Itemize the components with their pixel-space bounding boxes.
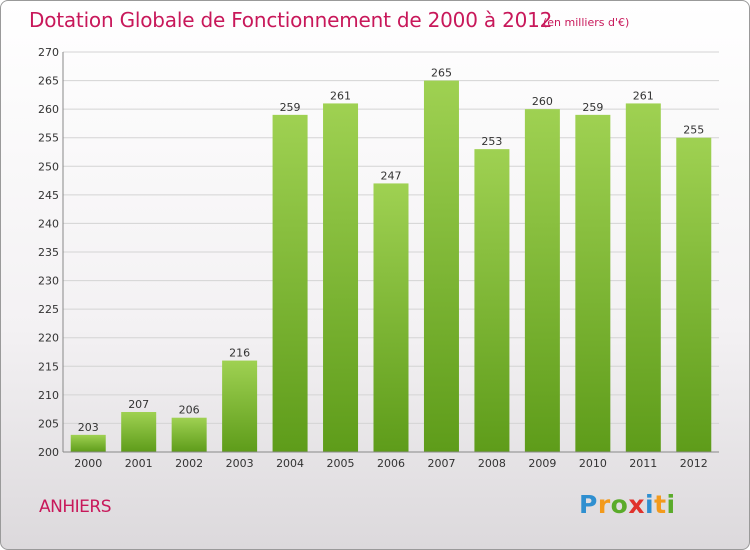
bar-2002 — [171, 417, 207, 452]
y-tick-label: 225 — [38, 303, 59, 316]
y-tick-label: 260 — [38, 103, 59, 116]
x-tick-label-2001: 2001 — [125, 457, 153, 470]
data-label-2000: 203 — [78, 421, 99, 434]
y-tick-label: 240 — [38, 217, 59, 230]
data-label-2002: 206 — [179, 404, 200, 417]
data-label-2006: 247 — [381, 169, 402, 182]
commune-name: ANHIERS — [39, 497, 112, 517]
x-tick-label-2005: 2005 — [327, 457, 355, 470]
y-tick-label: 230 — [38, 275, 59, 288]
data-label-2011: 261 — [633, 89, 654, 102]
data-label-2008: 253 — [481, 135, 502, 148]
data-label-2005: 261 — [330, 89, 351, 102]
proxiti-logo[interactable]: Proxiti — [579, 490, 676, 519]
data-label-2010: 259 — [582, 101, 603, 114]
x-tick-label-2003: 2003 — [226, 457, 254, 470]
y-tick-label: 265 — [38, 75, 59, 88]
data-label-2012: 255 — [683, 124, 704, 137]
bar-2000 — [70, 434, 106, 452]
bar-2012 — [676, 137, 712, 452]
x-tick-label-2004: 2004 — [276, 457, 304, 470]
y-tick-label: 205 — [38, 417, 59, 430]
x-tick-label-2008: 2008 — [478, 457, 506, 470]
x-tick-label-2006: 2006 — [377, 457, 405, 470]
y-tick-label: 250 — [38, 160, 59, 173]
y-tick-label: 210 — [38, 389, 59, 402]
y-tick-label: 255 — [38, 132, 59, 145]
x-tick-label-2011: 2011 — [629, 457, 657, 470]
bar-2010 — [575, 114, 611, 452]
data-labels: 203 207 206 216 259 261 247 265 253 260 259 261 255 — [78, 67, 705, 434]
data-label-2001: 207 — [128, 398, 149, 411]
axes — [62, 52, 719, 453]
y-tick-label: 200 — [38, 446, 59, 459]
bar-2005 — [323, 103, 359, 452]
y-tick-label: 270 — [38, 46, 59, 59]
x-axis-tick-labels: 2000 2001 2002 2003 2004 2005 2006 2007 2008 2009… — [74, 457, 708, 470]
x-tick-label-2012: 2012 — [680, 457, 708, 470]
y-tick-label: 220 — [38, 332, 59, 345]
bars — [70, 80, 712, 453]
bar-2009 — [524, 109, 560, 453]
data-label-2007: 265 — [431, 67, 452, 80]
y-tick-label: 245 — [38, 189, 59, 202]
bar-2011 — [625, 103, 661, 452]
bar-2001 — [121, 412, 157, 452]
unit-note: (en milliers d'€) — [543, 16, 630, 29]
y-tick-label: 235 — [38, 246, 59, 259]
x-tick-label-2009: 2009 — [528, 457, 556, 470]
bar-2008 — [474, 149, 510, 452]
x-tick-label-2010: 2010 — [579, 457, 607, 470]
x-tick-label-2002: 2002 — [175, 457, 203, 470]
bar-2004 — [272, 114, 308, 452]
bar-2007 — [423, 80, 459, 453]
chart-title: Dotation Globale de Fonctionnement de 20… — [29, 8, 553, 32]
y-tick-label: 215 — [38, 360, 59, 373]
x-tick-label-2000: 2000 — [74, 457, 102, 470]
bar-2006 — [373, 183, 409, 452]
data-label-2003: 216 — [229, 347, 250, 360]
data-label-2004: 259 — [280, 101, 301, 114]
data-label-2009: 260 — [532, 95, 553, 108]
bar-chart: 2002052102152202252302352402452502552602… — [38, 46, 719, 470]
x-tick-label-2007: 2007 — [427, 457, 455, 470]
y-axis-tick-labels: 200 205 210 215 220 225 230 235 240 245 250 255 260 2… — [38, 46, 59, 459]
bar-2003 — [222, 360, 258, 452]
